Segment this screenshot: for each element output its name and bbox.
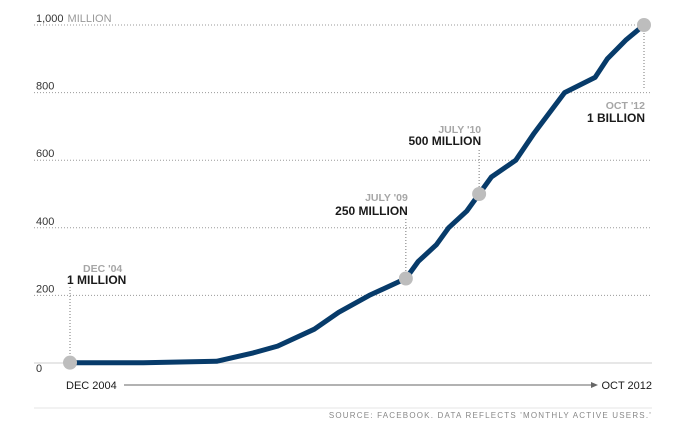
y-tick-label: 400 <box>36 216 54 228</box>
y-axis-ticks: 0 200 400 600 800 1,000 MILLION <box>36 13 112 375</box>
annotation-date-label: JULY '10 <box>438 124 481 136</box>
annotation-value-label: 1 MILLION <box>67 273 126 287</box>
y-tick-unit: MILLION <box>68 13 112 25</box>
series-line <box>67 22 647 366</box>
x-axis-start-label: DEC 2004 <box>66 380 117 392</box>
annotation-date-label: DEC '04 <box>83 263 122 275</box>
annotation-value-label: 1 BILLION <box>587 111 645 125</box>
grid-lines <box>34 24 652 364</box>
annotation-value-label: 250 MILLION <box>335 204 408 218</box>
y-tick-label: 200 <box>36 283 54 295</box>
annotation-marker <box>398 271 413 286</box>
annotation-date-label: OCT '12 <box>606 100 645 112</box>
y-tick-label: 1,000 MILLION <box>36 13 112 25</box>
x-axis-arrow-head <box>591 382 598 388</box>
annotation-marker <box>63 355 77 370</box>
series-line-layer <box>67 22 647 366</box>
y-tick-label: 0 <box>36 363 42 375</box>
annotation-markers <box>63 18 651 370</box>
annotation-marker <box>472 187 487 201</box>
source-note: SOURCE: FACEBOOK. DATA REFLECTS 'MONTHLY… <box>329 411 652 420</box>
annotation-value-label: 500 MILLION <box>408 134 481 148</box>
annotation-marker <box>637 18 651 32</box>
annotation-date-label: JULY '09 <box>365 192 408 204</box>
y-tick-label: 800 <box>36 81 54 93</box>
y-tick-label: 600 <box>36 148 54 160</box>
x-axis-end-label: OCT 2012 <box>601 380 652 392</box>
annotation-leaders <box>69 33 645 356</box>
